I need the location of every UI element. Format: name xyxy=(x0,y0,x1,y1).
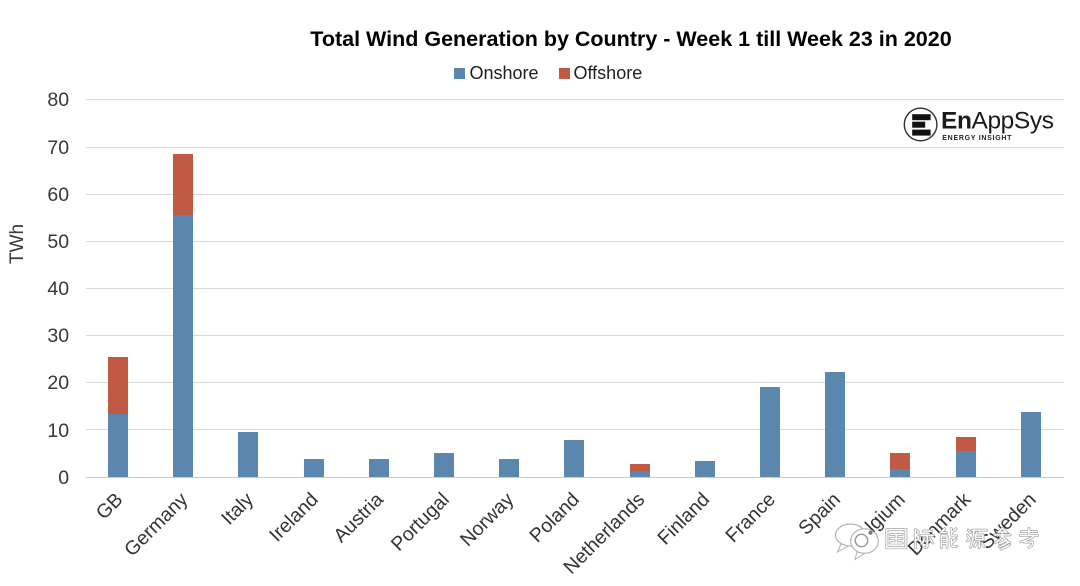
svg-text:EnAppSys: EnAppSys xyxy=(941,107,1054,134)
svg-text:ENERGY INSIGHT: ENERGY INSIGHT xyxy=(942,135,1012,142)
